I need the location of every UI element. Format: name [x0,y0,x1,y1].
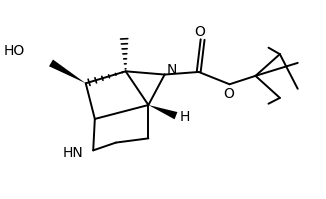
Polygon shape [49,60,86,83]
Text: O: O [223,87,234,101]
Polygon shape [148,105,177,119]
Text: H: H [179,110,190,124]
Text: O: O [194,25,205,39]
Text: HN: HN [62,146,83,160]
Text: HO: HO [4,44,25,58]
Text: N: N [166,63,177,77]
